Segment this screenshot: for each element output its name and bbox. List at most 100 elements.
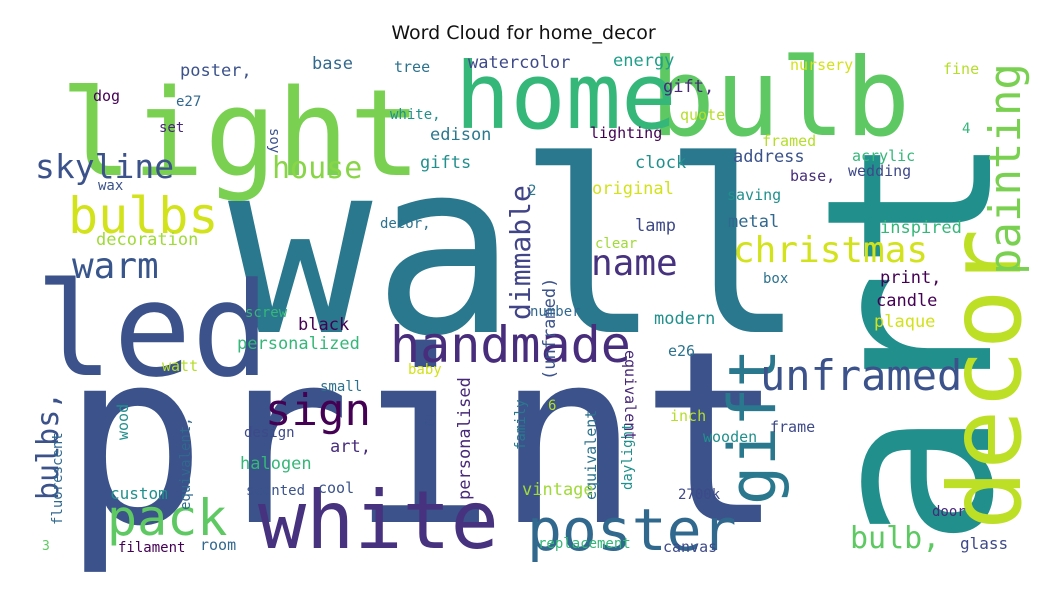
word-saving: saving (727, 186, 781, 204)
word-bulb: bulb, (850, 521, 940, 556)
word-e27: e27 (176, 94, 201, 110)
word-framed: framed (762, 132, 816, 150)
word-wedding: wedding (848, 162, 911, 180)
word-door: door (932, 504, 966, 520)
word-candle: candle (876, 291, 937, 311)
word-wax: wax (98, 178, 123, 194)
word-print: print, (880, 268, 941, 288)
word-halogen: halogen (240, 454, 312, 474)
word-screw: screw (245, 305, 288, 321)
word-lamp: lamp (635, 216, 676, 236)
word-vintage: vintage (522, 480, 594, 500)
word-dimmable: dimmable (504, 185, 537, 320)
word-metal: metal (728, 212, 779, 232)
word-unframed: unframed (760, 351, 962, 400)
word-name: name (591, 243, 678, 284)
word-frame: frame (770, 418, 815, 436)
word-design: design (244, 425, 295, 441)
word-tree: tree (394, 58, 430, 76)
word-light: light (60, 65, 421, 204)
word-personalised: personalised (455, 377, 475, 500)
word-wood: wood (114, 404, 132, 440)
word-equivalent: equivalent (582, 410, 600, 500)
word-bulb: bulb (650, 36, 910, 161)
word-bulbs: bulbs (68, 187, 219, 245)
word-e26: e26 (668, 342, 695, 360)
word-6: 6 (548, 398, 556, 414)
word-glass: glass (960, 534, 1008, 553)
word-decoration: decoration (96, 230, 198, 250)
word-skyline: skyline (35, 147, 174, 186)
word-small: small (320, 379, 362, 395)
word-decor: decor, (380, 216, 431, 232)
word-canvas: canvas (663, 538, 717, 556)
word-scented: scented (246, 483, 305, 499)
word-modern: modern (654, 309, 715, 329)
word-inspired: inspired (880, 218, 962, 238)
word-led: led (35, 254, 270, 406)
word-poster: poster, (180, 61, 252, 81)
word-personalized: personalized (237, 334, 360, 354)
word-gift: gift (716, 348, 791, 505)
word-nursery: nursery (790, 56, 853, 74)
word-equivalent: equivalent (621, 350, 639, 440)
word-white: white, (390, 107, 441, 123)
word-black: black (298, 315, 349, 335)
word-white: white (258, 474, 499, 567)
word-2: 2 (528, 183, 536, 199)
word-print: print (62, 299, 784, 579)
word-filament: filament (118, 540, 185, 556)
word-replacement: replacement (538, 536, 631, 552)
word-address: address (733, 147, 805, 167)
word-box: box (763, 271, 788, 287)
word-wall: wall (228, 109, 806, 389)
word-3: 3 (42, 539, 50, 554)
word-clock: clock (635, 153, 686, 173)
word-base: base, (790, 167, 835, 185)
word-unframed: (unframed) (540, 278, 560, 380)
word-art: art (778, 133, 1045, 548)
word-daylight: daylight (620, 423, 636, 490)
word-pack: pack (107, 489, 227, 547)
word-custom: custom (110, 484, 168, 503)
word-soy: soy (266, 128, 282, 153)
word-christmas: christmas (733, 230, 928, 271)
word-10: 10 (421, 410, 437, 427)
word-cool: cool (318, 479, 354, 497)
word-family: family (513, 399, 529, 450)
word-gifts: gifts (420, 153, 471, 173)
word-fine: fine (943, 60, 979, 78)
chart-title: Word Cloud for home_decor (391, 22, 656, 44)
word-warm: warm (72, 246, 159, 287)
word-house: house (272, 151, 362, 186)
word-original: original (592, 179, 674, 199)
word-watt: watt (162, 357, 198, 375)
word-room: room (200, 536, 236, 554)
word-quote: quote (680, 106, 725, 124)
word-number: number (530, 304, 581, 320)
word-watercolor: watercolor (468, 53, 570, 73)
word-home: home (455, 43, 677, 150)
word-fluorescent: fluorescent (50, 432, 66, 525)
word-gift: gift, (663, 77, 714, 97)
word-equivalent: equivalent, (178, 417, 194, 510)
word-painting: painting (980, 63, 1031, 275)
word-inch: inch (670, 407, 706, 425)
word-energy: energy (613, 51, 674, 71)
word-4: 4 (962, 121, 970, 137)
word-decor: decor (927, 229, 1044, 530)
word-baby: baby (408, 362, 442, 378)
word-sign: sign (265, 385, 371, 436)
word-art: art, (330, 437, 371, 457)
word-2700k: 2700k (678, 487, 721, 503)
word-plaque: plaque (874, 312, 935, 332)
word-set: set (159, 120, 184, 136)
word-handmade: handmade (390, 316, 631, 374)
word-clear: clear (595, 236, 637, 252)
word-dog: dog (93, 87, 120, 105)
word-edison: edison (430, 125, 491, 145)
word-wooden: wooden (703, 428, 757, 446)
word-poster: poster (527, 496, 737, 564)
word-bulbs: bulbs, (31, 392, 66, 500)
